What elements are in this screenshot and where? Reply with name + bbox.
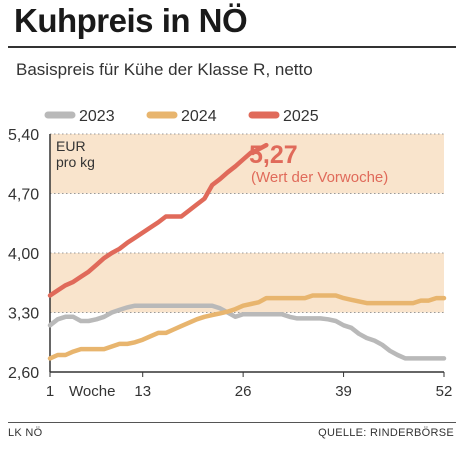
chart-subtitle: Basispreis für Kühe der Klasse R, netto bbox=[16, 60, 313, 79]
series-line-2023 bbox=[47, 303, 447, 361]
y-tick-label: 5,40 bbox=[8, 127, 39, 144]
x-tick-label: 13 bbox=[134, 383, 151, 400]
unit-label-currency: EUR bbox=[56, 138, 86, 154]
unit-label-per: pro kg bbox=[56, 154, 95, 170]
annotation-note: (Wert der Vorwoche) bbox=[251, 169, 388, 186]
annotation-value: 5,27 bbox=[249, 141, 298, 169]
x-axis-label: Woche bbox=[69, 383, 115, 400]
x-tick-label: 1 bbox=[46, 383, 54, 400]
legend-label-2025: 2025 bbox=[283, 108, 319, 125]
chart-title: Kuhpreis in NÖ bbox=[14, 2, 248, 39]
legend-label-2023: 2023 bbox=[79, 108, 115, 125]
band-2 bbox=[50, 134, 444, 194]
footer-divider bbox=[8, 422, 456, 423]
legend-label-2024: 2024 bbox=[181, 108, 217, 125]
x-tick-label: 39 bbox=[335, 383, 352, 400]
y-tick-label: 4,00 bbox=[8, 246, 39, 263]
x-tick-label: 52 bbox=[436, 383, 453, 400]
footer-source-left: LK NÖ bbox=[8, 427, 43, 439]
title-divider bbox=[8, 46, 456, 48]
y-tick-label: 2,60 bbox=[8, 365, 39, 382]
series-line-2024 bbox=[47, 293, 447, 361]
y-tick-label: 3,30 bbox=[8, 306, 39, 323]
x-tick-label: 26 bbox=[235, 383, 252, 400]
series-line-2025 bbox=[47, 142, 269, 298]
y-tick-label: 4,70 bbox=[8, 187, 39, 204]
footer-source-right: QUELLE: RINDERBÖRSE bbox=[318, 427, 454, 439]
